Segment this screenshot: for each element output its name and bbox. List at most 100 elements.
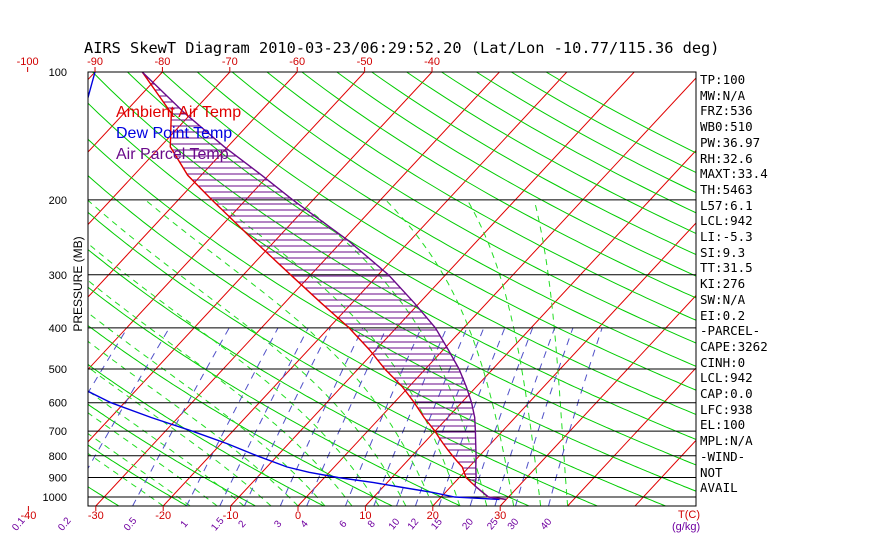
moist-adiabat-line — [88, 412, 218, 506]
dry-adiabat-line — [88, 211, 598, 506]
cape-hatching — [146, 77, 477, 481]
index-line: CAP:0.0 — [700, 386, 753, 401]
moist-adiabat-line — [144, 199, 434, 506]
isotherm-line — [297, 77, 696, 506]
bottom-temp-tick-label: 30 — [494, 510, 506, 522]
index-line: L57:6.1 — [700, 197, 753, 213]
isotherm-line — [88, 72, 231, 226]
isotherm-line — [88, 72, 365, 371]
mixing-ratio-label: 0.2 — [56, 515, 74, 533]
top-temp-tick-label: -70 — [222, 56, 238, 68]
mixing-ratio-label: 8 — [366, 518, 378, 530]
index-line: MW:N/A — [700, 87, 746, 103]
dry-adiabat-line — [88, 444, 188, 506]
isotherm-line — [162, 72, 568, 506]
moist-adiabat-line — [88, 312, 326, 506]
index-line: LCL:942 — [700, 370, 753, 386]
dry-adiabat-line — [266, 72, 696, 321]
top-temp-tick-label: -50 — [357, 56, 373, 68]
index-line: SI:9.3 — [700, 244, 746, 260]
index-line: LFC:938 — [700, 401, 753, 417]
legend-air-parcel-temp: Air Parcel Temp — [116, 146, 229, 163]
mixing-ratio-label: 10 — [387, 516, 403, 532]
top-temp-tick-label: -60 — [289, 56, 305, 68]
index-line: PW:36.97 — [700, 134, 761, 150]
mixing-ratio-label: 3 — [272, 518, 284, 530]
mixing-ratio-line — [548, 327, 603, 506]
mixing-ratio-label: 2 — [236, 518, 248, 530]
isotherm-line — [499, 294, 696, 506]
dry-adiabat-line — [371, 72, 696, 256]
mixing-ratio-line — [88, 327, 170, 470]
chart-title: AIRS SkewT Diagram 2010-03-23/06:29:52.2… — [84, 39, 719, 57]
pressure-tick-label: 800 — [49, 451, 67, 463]
bottom-temp-tick-label: 10 — [359, 510, 371, 522]
dry-adiabat-line — [88, 403, 256, 506]
dry-adiabat-line — [301, 72, 696, 299]
moist-adiabat-line — [88, 366, 272, 506]
mixing-ratio-line — [344, 327, 422, 506]
dry-adiabat-line — [88, 138, 696, 492]
dry-adiabat-line — [88, 286, 461, 506]
dry-adiabat-line — [196, 72, 696, 367]
bottom-temp-tick-label: -10 — [223, 510, 239, 522]
dry-adiabat-line — [0, 72, 51, 506]
isotherm-line — [88, 72, 298, 298]
index-line: RH:32.6 — [700, 150, 753, 166]
dry-adiabat-line — [127, 72, 696, 416]
mixing-ratio-label: 40 — [539, 516, 555, 532]
moist-adiabat-line — [88, 242, 380, 506]
pressure-tick-label: 900 — [49, 473, 67, 485]
pressure-tick-label: 100 — [49, 67, 67, 79]
dry-adiabat-line — [88, 102, 696, 466]
dew-point-temp-line — [88, 72, 500, 501]
bottom-temp-tick-label: -40 — [20, 510, 36, 522]
index-line: NOT — [700, 464, 723, 480]
dry-adiabat-line — [88, 363, 325, 506]
index-line: TH:5463 — [700, 181, 753, 197]
pressure-tick-label: 500 — [49, 364, 67, 376]
bottom-temp-tick-label: 20 — [427, 510, 439, 522]
axis-labels: 1002003004005006007008009001000-50-40-30… — [10, 56, 555, 533]
dry-adiabat-line — [511, 72, 696, 174]
index-line: MPL:N/A — [700, 433, 753, 449]
mixing-ratio-label: 12 — [406, 516, 422, 532]
axes — [27, 67, 697, 511]
top-temp-tick-label: -90 — [87, 56, 103, 68]
mixing-ratio-line — [396, 327, 468, 506]
pressure-tick-label: 600 — [49, 398, 67, 410]
pressure-tick-label: 200 — [49, 195, 67, 207]
index-line: KI:276 — [700, 276, 746, 292]
mixing-ratio-line — [373, 327, 448, 506]
isotherm-line — [88, 72, 433, 443]
legend-ambient-air-temp: Ambient Air Temp — [116, 104, 241, 121]
mixing-ratio-unit-label: (g/kg) — [672, 521, 700, 533]
mixing-ratio-line — [414, 327, 485, 506]
isotherm-line — [88, 72, 163, 153]
index-line: CINH:0 — [700, 354, 746, 370]
plot-frame — [87, 71, 697, 507]
index-line: SW:N/A — [700, 291, 746, 307]
index-line: MAXT:33.4 — [700, 166, 768, 182]
index-line: LCL:942 — [700, 213, 753, 229]
dry-adiabat-line — [88, 486, 120, 506]
isotherm-line — [0, 72, 28, 506]
dry-adiabat-line — [231, 72, 696, 344]
dry-adiabat-line — [92, 72, 696, 440]
index-line: EL:100 — [700, 417, 746, 433]
mixing-ratio-label: 1 — [179, 518, 191, 530]
mixing-ratio-label: 20 — [460, 516, 476, 532]
bottom-temp-tick-label: 0 — [295, 510, 301, 522]
isobar-lines — [88, 71, 696, 498]
index-line: FRZ:536 — [700, 103, 753, 119]
dry-adiabat-line — [88, 248, 530, 506]
moist-adiabat-line — [88, 340, 299, 506]
isotherm-line — [95, 72, 500, 506]
bottom-temp-tick-label: -20 — [155, 510, 171, 522]
index-line: -PARCEL- — [700, 323, 761, 339]
isotherm-line — [432, 222, 696, 506]
ambient-air-temp-line — [141, 72, 507, 501]
moist-adiabat-line — [533, 199, 569, 506]
index-line: EI:0.2 — [700, 307, 746, 323]
